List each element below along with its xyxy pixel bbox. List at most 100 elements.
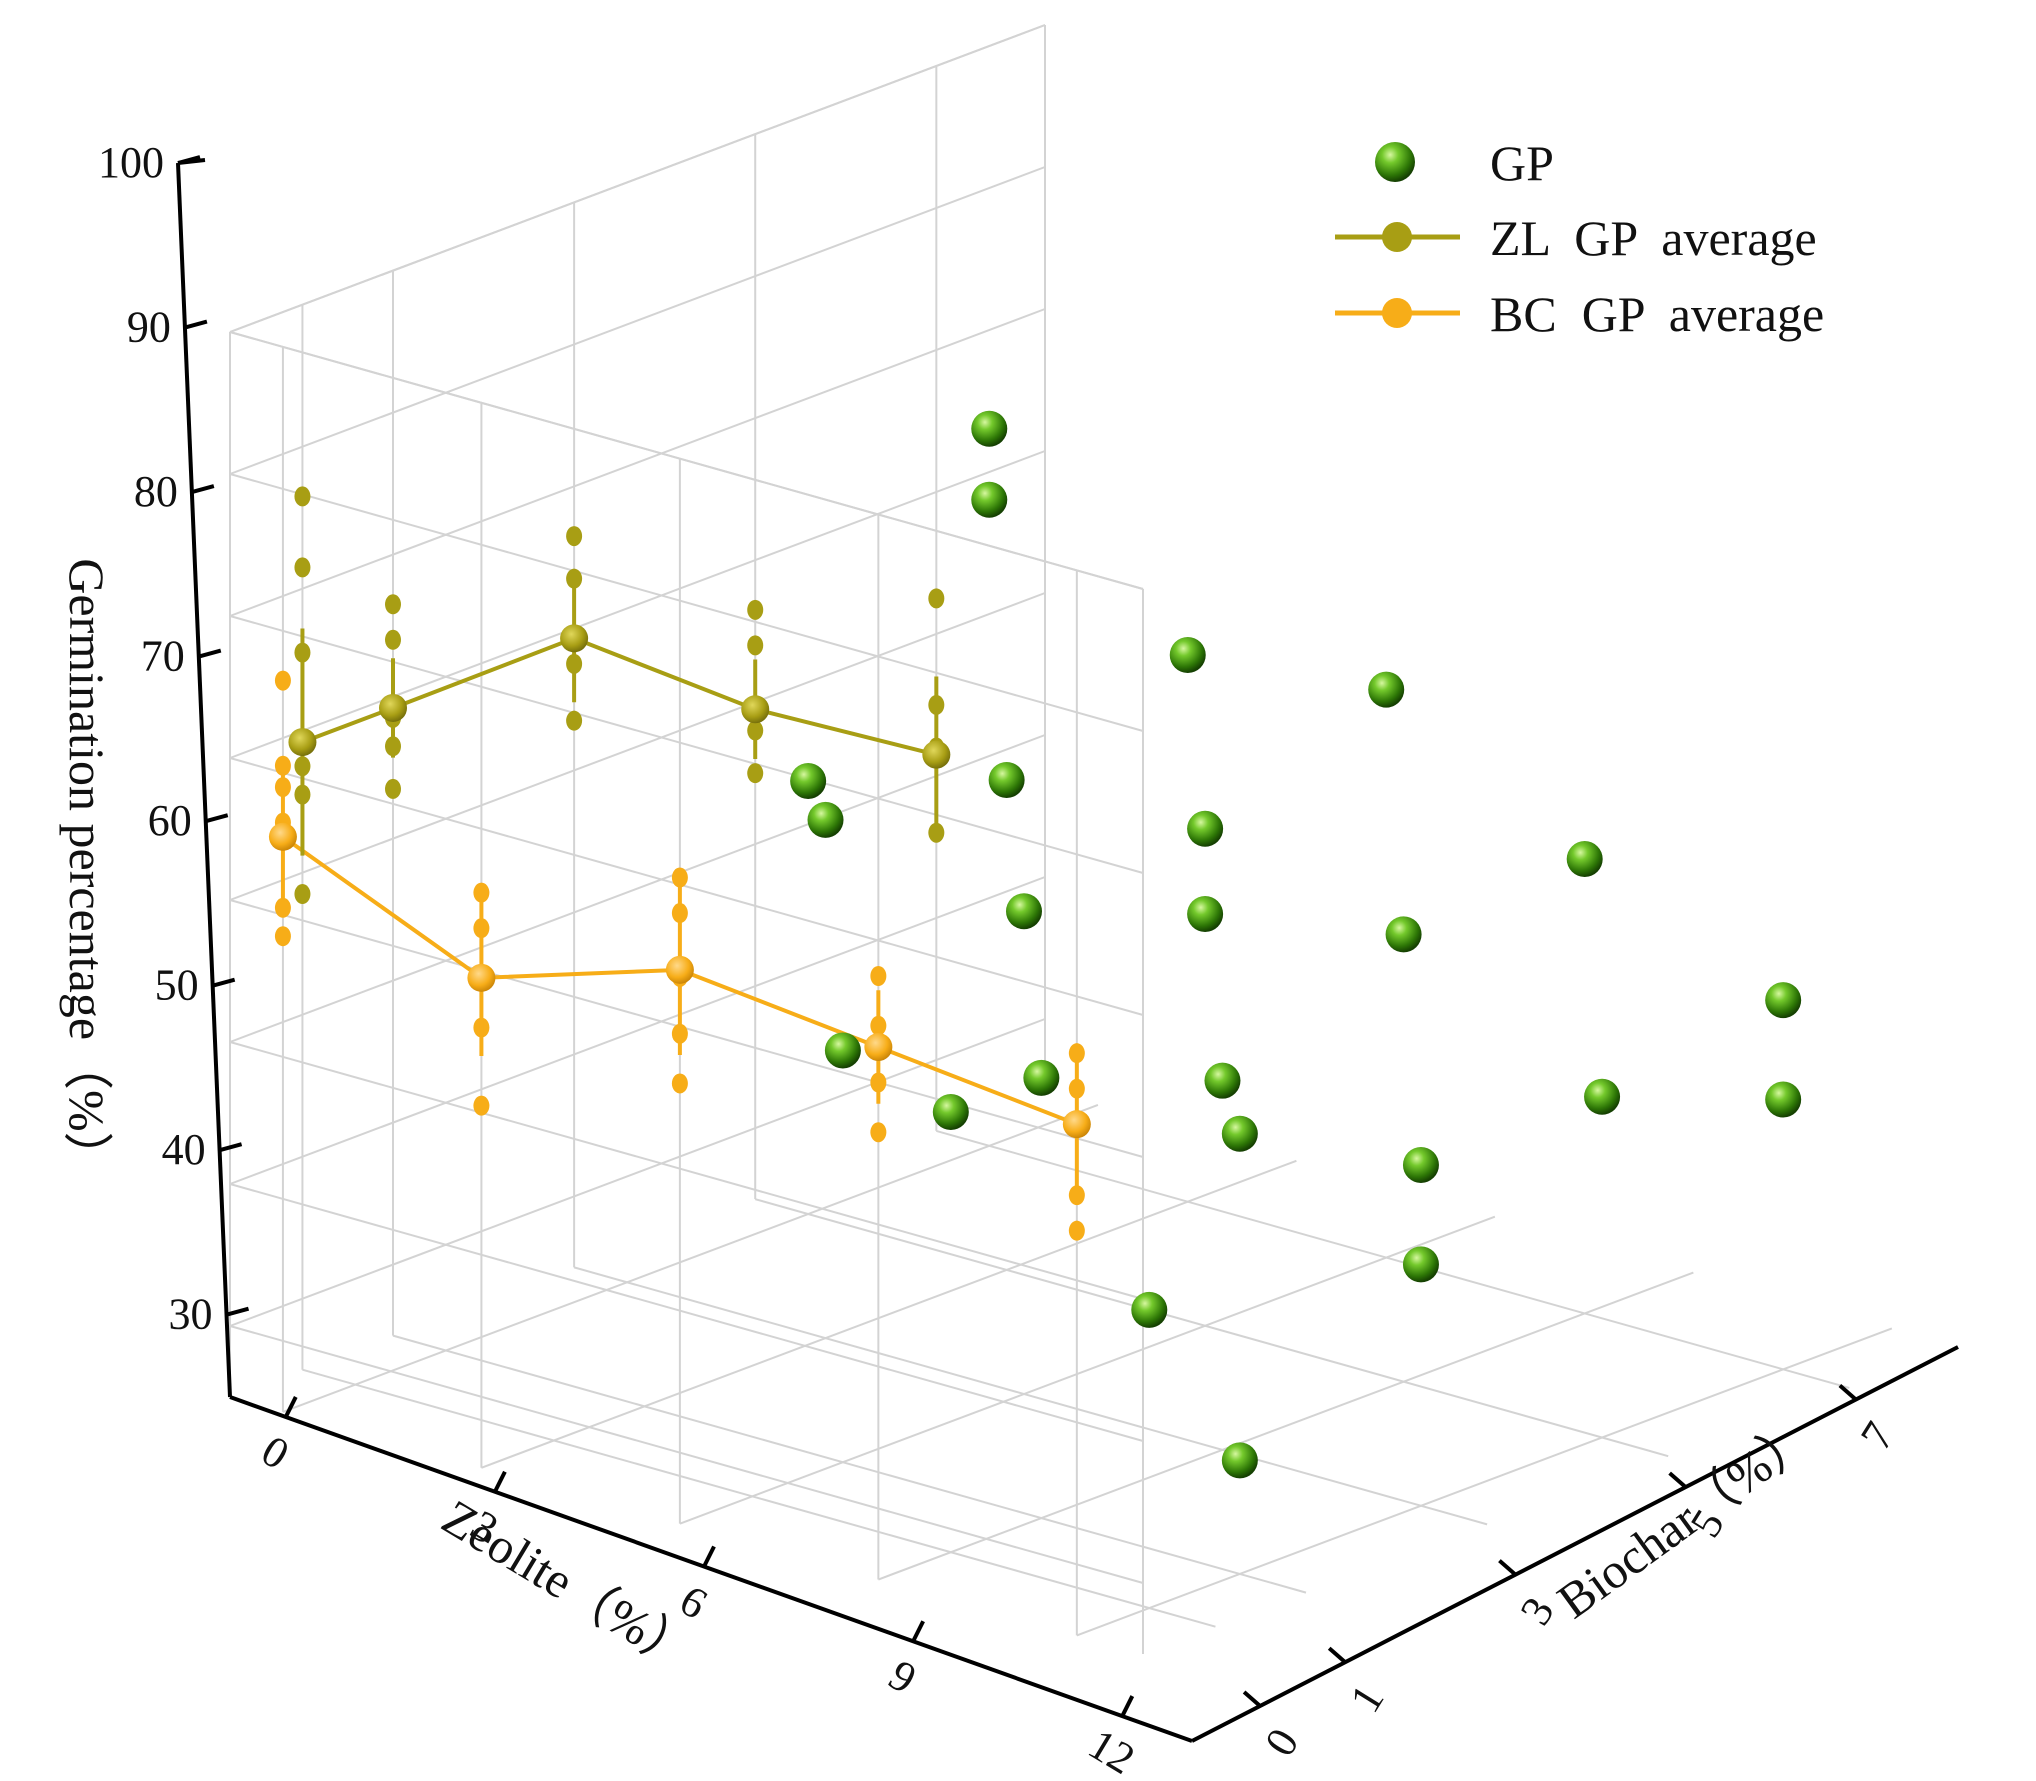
zl-average-point (922, 740, 951, 769)
gp-point (1765, 982, 1802, 1019)
biochar-axis-tick (1242, 1690, 1262, 1708)
zl-replicate-point (747, 763, 764, 784)
z-axis-tick-label: 30 (169, 1290, 213, 1339)
biochar-axis-title: Biochar（%） (1547, 1407, 1823, 1629)
gp-point (790, 762, 827, 799)
zl-replicate-point (747, 599, 764, 620)
z-axis-title: Germination percentage（%） (59, 558, 115, 1181)
gp-point (971, 410, 1008, 447)
grid-line-left-wall-h (229, 1325, 1144, 1584)
zl-replicate-point (747, 635, 764, 656)
grid-line-right-wall-h (229, 166, 1046, 475)
grid-line-right-wall-h (229, 592, 1046, 901)
biochar-axis-tick-label: 7 (1851, 1414, 1904, 1459)
z-axis-tick-label: 80 (134, 467, 178, 516)
top-left-edge (229, 331, 1144, 590)
z-axis-tick (205, 813, 229, 824)
bc-average-point (665, 955, 694, 984)
zl-replicate-point (385, 778, 401, 799)
gp-point (971, 481, 1008, 518)
bc-average-point (268, 822, 297, 851)
grid-line-floor-zeolite (1076, 1327, 1893, 1637)
grid-line-left-wall-h (229, 757, 1144, 1016)
zeolite-axis-tick (283, 1396, 298, 1418)
gp-point (1131, 1291, 1168, 1328)
grid-line-right-wall-h (229, 308, 1046, 617)
z-axis-tick-label: 100 (98, 138, 164, 187)
bc-average-point (467, 963, 496, 992)
bc-replicate-point (870, 1122, 887, 1143)
biochar-axis-tick (1838, 1384, 1858, 1402)
bc-replicate-point (473, 882, 490, 903)
zl-average-point (288, 728, 317, 757)
bc-replicate-point (274, 670, 291, 691)
gp-point (1765, 1081, 1802, 1118)
gp-point (1005, 893, 1042, 930)
zl-replicate-point (928, 588, 945, 609)
zl-replicate-point (294, 557, 311, 578)
biochar-axis-tick-label: 0 (1255, 1720, 1308, 1765)
grid-line-right-wall-h (229, 1018, 1046, 1327)
zeolite-axis-tick-label: 0 (253, 1426, 297, 1479)
zeolite-axis-tick (911, 1620, 925, 1643)
grid-line-floor-zeolite (282, 1103, 1099, 1413)
z-axis-tick (219, 1142, 243, 1153)
z-axis-tick-label: 40 (162, 1125, 206, 1174)
gp-point (1566, 841, 1603, 878)
zl-replicate-point (566, 526, 583, 547)
gp-point (1221, 1115, 1258, 1152)
z-axis-tick-label: 70 (141, 632, 185, 681)
grid-line-floor-biochar (936, 1129, 1850, 1389)
gp-point (807, 801, 844, 838)
legend-zl-marker (1382, 222, 1412, 252)
gp-point (1023, 1059, 1060, 1096)
zeolite-axis-tick-label: 9 (881, 1650, 925, 1703)
bc-replicate-point (870, 966, 887, 987)
biochar-axis-tick (1498, 1559, 1517, 1577)
z-axis-tick (212, 977, 236, 988)
legend-bc-marker (1382, 298, 1412, 328)
biochar-axis-tick (1668, 1471, 1687, 1489)
legend-gp-marker (1375, 142, 1415, 182)
bc-replicate-point (671, 867, 688, 888)
grid-line-right-wall-h (229, 876, 1046, 1185)
grid-line-left-wall-h (229, 1041, 1144, 1300)
z-axis-tick-label: 60 (148, 796, 192, 845)
zeolite-axis-tick-label: 12 (1080, 1719, 1143, 1781)
zl-replicate-point (385, 594, 401, 615)
z-axis-tick-label: 50 (155, 961, 199, 1010)
z-axis-line (176, 162, 232, 1398)
grid-line-floor-zeolite (878, 1271, 1694, 1581)
gp-point (1169, 637, 1206, 674)
bc-replicate-point (671, 1073, 688, 1094)
gp-point (988, 762, 1025, 799)
grid-line-right-wall-h (229, 734, 1046, 1043)
bc-replicate-point (274, 926, 291, 947)
legend: GP ZL GP average BC GP average (1335, 135, 1824, 342)
gp-point (1187, 895, 1224, 932)
top-right-edge (229, 24, 1046, 333)
zl-replicate-point (566, 710, 583, 731)
bc-replicate-point (1068, 1220, 1085, 1241)
biochar-axis-line (1191, 1345, 1959, 1743)
gp-point (824, 1032, 861, 1069)
series-layer (268, 410, 1802, 1479)
legend-zl-label: ZL GP average (1490, 210, 1817, 266)
zl-average-point (379, 693, 407, 722)
gp-point (1368, 671, 1405, 708)
grid-line-left-wall-h (229, 1183, 1144, 1442)
biochar-axis-tick (1327, 1646, 1347, 1664)
z-axis-tick (198, 648, 222, 659)
gp-point (1402, 1246, 1439, 1283)
zl-average-point (560, 624, 589, 653)
zeolite-axis-tick (493, 1470, 507, 1493)
grid-line-floor-zeolite (679, 1215, 1496, 1525)
grid-line-left-wall-h (229, 615, 1144, 874)
zl-replicate-point (385, 629, 401, 650)
zl-average-point (741, 695, 770, 724)
z-axis-tick (177, 155, 201, 165)
gp-point (1187, 810, 1224, 847)
gp-point (932, 1094, 969, 1131)
